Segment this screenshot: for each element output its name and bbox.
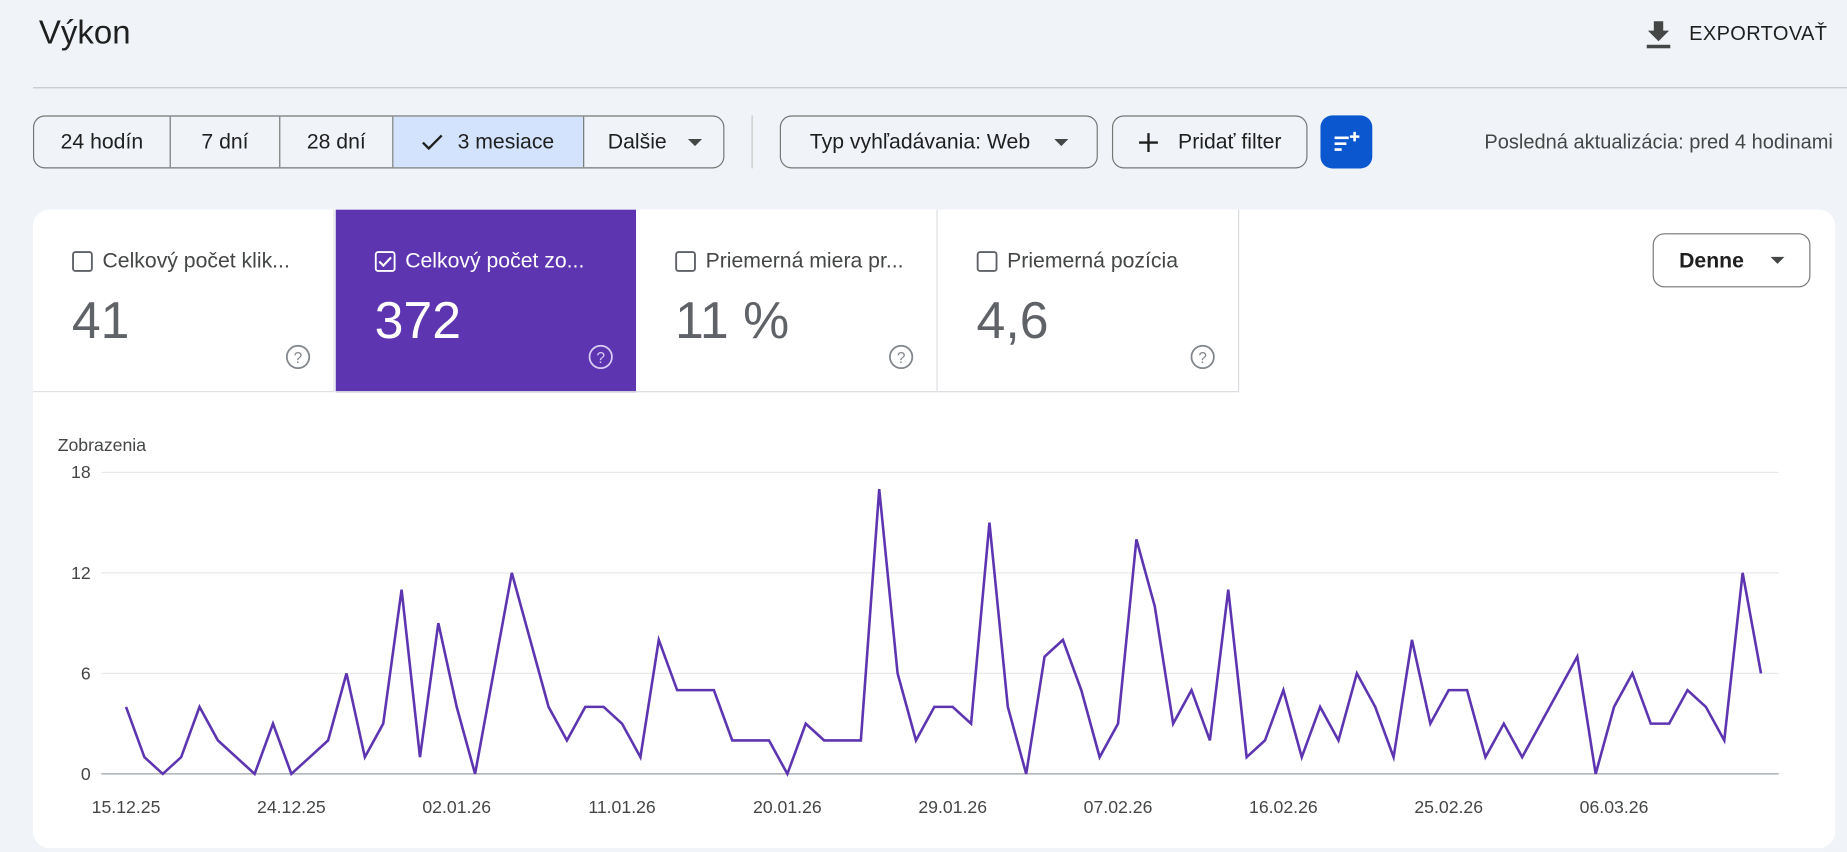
range-group: 24 hodín 7 dní 28 dní 3 mesiace Dalšie	[32, 115, 725, 169]
checkbox	[675, 251, 696, 272]
metric-value: 11 %	[674, 292, 790, 350]
download-icon	[1646, 21, 1671, 49]
range-label: 7 dní	[201, 129, 249, 154]
help-icon: ?	[889, 344, 914, 369]
line-series	[124, 488, 1763, 778]
export-label: EXPORTOVAŤ	[1689, 22, 1828, 45]
metric-tile[interactable]: Celkový počet klik... 41?	[32, 209, 335, 393]
x-tick-label: 11.01.26	[588, 797, 656, 817]
y-tick-label: 0	[81, 764, 91, 784]
x-tick-label: 29.01.26	[918, 797, 987, 817]
help-icon: ?	[285, 344, 311, 369]
metric-tile[interactable]: Priemerná miera pr... 11 %?	[636, 209, 938, 393]
add-filter-button[interactable]: Pridať filter	[1111, 115, 1308, 169]
x-tick-label: 15.12.25	[92, 797, 161, 817]
metric-label: Priemerná pozícia	[1007, 248, 1179, 273]
granularity-button[interactable]: Denne	[1652, 233, 1811, 288]
range-label: 3 mesiace	[457, 129, 555, 154]
svg-text:?: ?	[596, 350, 605, 367]
plus-icon	[1139, 132, 1159, 152]
metric-label: Priemerná miera pr...	[705, 248, 904, 273]
checkbox	[976, 251, 998, 272]
metric-label: Celkový počet klik...	[102, 248, 290, 273]
x-tick-label: 07.02.26	[1084, 797, 1153, 817]
search-type-label: Typ vyhľadávania: Web	[809, 129, 1031, 154]
caret	[687, 138, 703, 146]
range-option[interactable]: 24 hodín	[34, 116, 171, 168]
range-option[interactable]: 7 dní	[171, 116, 281, 168]
range-option-selected[interactable]: 3 mesiace	[393, 116, 585, 168]
x-tick-label: 24.12.25	[257, 797, 326, 817]
x-tick-label: 25.02.26	[1414, 797, 1483, 817]
metric-tile[interactable]: Celkový počet zo... 372?	[335, 209, 638, 393]
filter-icon	[1334, 131, 1360, 151]
help-icon: ?	[1190, 344, 1215, 369]
x-tick-label: 20.01.26	[753, 797, 822, 817]
granularity-label: Denne	[1679, 247, 1744, 272]
checkbox	[72, 251, 93, 272]
metric-label: Celkový počet zo...	[405, 248, 585, 273]
metric-value: 372	[374, 292, 462, 350]
last-update: Posledná aktualizácia: pred 4 hodinami	[1484, 130, 1833, 154]
range-label: Dalšie	[607, 129, 667, 154]
caret	[1053, 138, 1068, 146]
x-tick-label: 16.02.26	[1249, 797, 1318, 817]
filter-settings-button[interactable]	[1320, 115, 1373, 169]
caret	[1769, 256, 1784, 264]
checkbox	[374, 251, 396, 272]
add-filter-label: Pridať filter	[1178, 129, 1282, 154]
svg-text:?: ?	[294, 350, 303, 367]
svg-text:?: ?	[897, 350, 906, 367]
y-axis-title: Zobrazenia	[58, 435, 147, 455]
separator	[751, 115, 753, 169]
y-tick-label: 12	[71, 563, 91, 583]
x-tick-label: 02.01.26	[422, 797, 491, 817]
range-more[interactable]: Dalšie	[584, 117, 723, 168]
page-title: Výkon	[38, 14, 131, 51]
metric-tile[interactable]: Priemerná pozícia 4,6?	[937, 209, 1240, 393]
help-icon: ?	[588, 344, 613, 369]
check-icon	[422, 134, 444, 150]
search-type-button[interactable]: Typ vyhľadávania: Web	[779, 115, 1098, 169]
range-label: 28 dní	[306, 129, 366, 154]
export-button[interactable]: EXPORTOVAŤ	[1644, 19, 1827, 50]
range-option[interactable]: 28 dní	[280, 116, 394, 168]
metric-value: 41	[71, 292, 130, 350]
y-tick-label: 6	[81, 663, 91, 683]
y-tick-label: 18	[71, 462, 91, 482]
range-label: 24 hodín	[60, 129, 144, 154]
svg-text:?: ?	[1198, 350, 1207, 367]
divider	[32, 87, 1847, 89]
metric-value: 4,6	[976, 292, 1049, 350]
x-tick-label: 06.03.26	[1580, 797, 1649, 817]
